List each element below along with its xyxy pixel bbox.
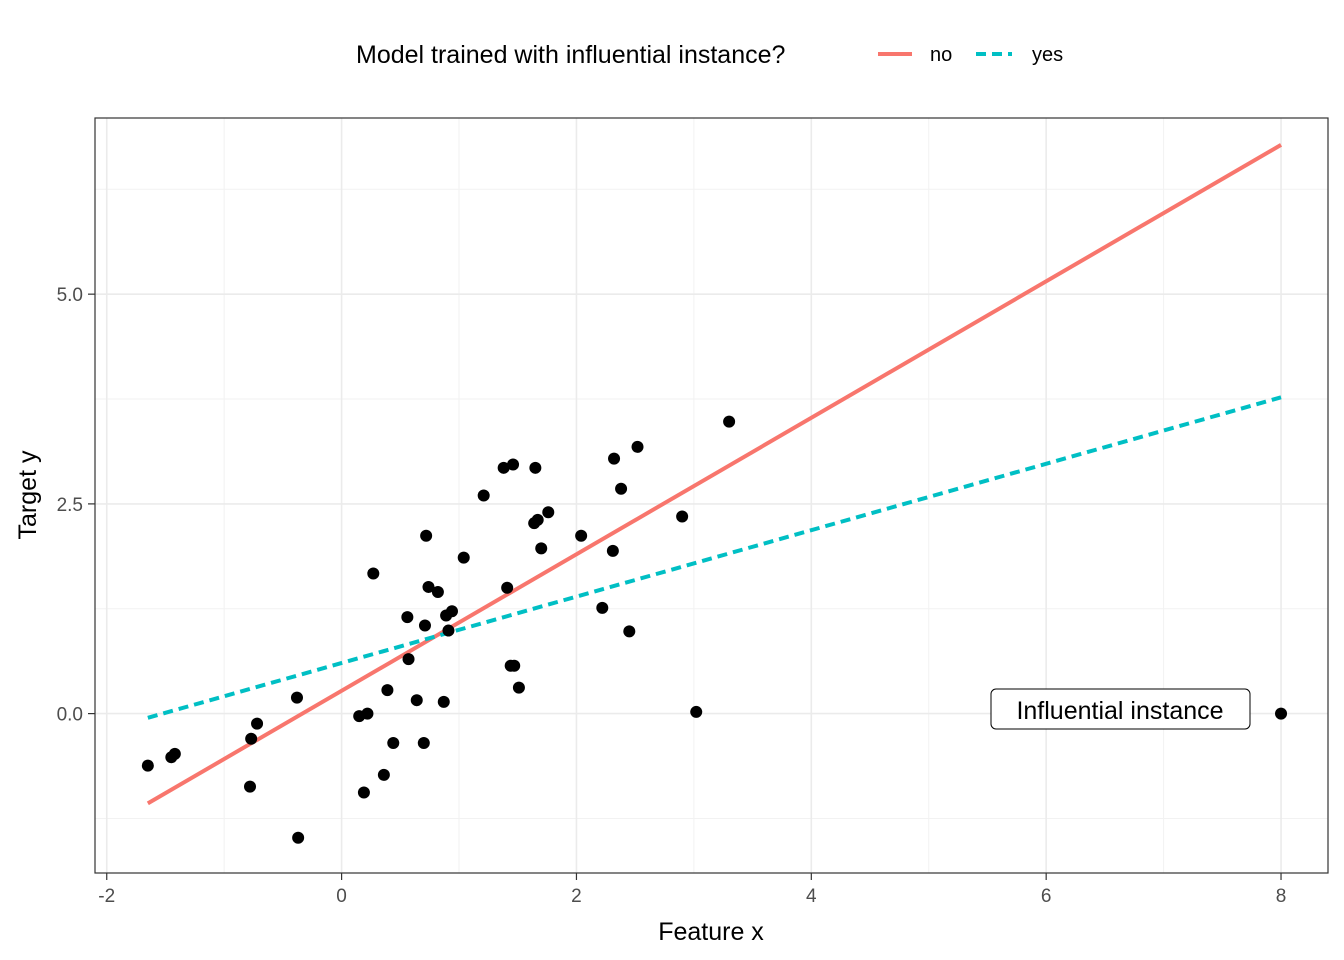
annotation-label: Influential instance <box>1016 697 1223 725</box>
annotation: Influential instance <box>990 688 1251 730</box>
data-point <box>623 625 636 638</box>
data-point <box>420 529 433 542</box>
data-point <box>251 717 264 730</box>
series-line-yes <box>147 395 1282 720</box>
legend-key-yes-label: yes <box>1032 44 1063 66</box>
data-point <box>723 415 736 428</box>
x-tick-label: 6 <box>1041 886 1052 907</box>
y-tick-label: 2.5 <box>57 495 83 516</box>
data-point <box>377 768 390 781</box>
y-tick-label: 0.0 <box>57 705 83 726</box>
data-point <box>402 653 415 666</box>
annotation-box <box>990 688 1251 730</box>
data-point <box>245 732 258 745</box>
data-point <box>1275 707 1288 720</box>
x-axis-title: Feature x <box>658 918 764 946</box>
y-axis: 0.0 2.5 5.0 <box>57 285 95 726</box>
data-point <box>141 759 154 772</box>
data-point <box>497 461 510 474</box>
x-tick-label: 2 <box>571 886 582 907</box>
data-point <box>676 510 689 523</box>
data-point <box>357 786 370 799</box>
data-point <box>457 551 470 564</box>
data-point <box>367 567 380 580</box>
data-point <box>442 624 455 637</box>
x-tick-label: -2 <box>98 886 115 907</box>
data-point <box>168 747 181 760</box>
data-point <box>437 695 450 708</box>
data-points <box>141 415 1288 844</box>
series-line-no <box>146 143 1283 806</box>
data-point <box>529 461 542 474</box>
x-tick-label: 8 <box>1276 886 1287 907</box>
data-point <box>608 452 621 465</box>
data-point <box>542 506 555 519</box>
legend: Model trained with influential instance?… <box>356 41 1063 69</box>
data-point <box>501 581 514 594</box>
y-axis-title: Target y <box>14 450 42 539</box>
data-point <box>244 780 257 793</box>
data-point <box>445 605 458 618</box>
data-point <box>422 580 435 593</box>
legend-title: Model trained with influential instance? <box>356 41 785 69</box>
data-point <box>418 619 431 632</box>
data-point <box>290 691 303 704</box>
regression-lines <box>146 143 1283 806</box>
plot-border <box>94 117 1329 874</box>
data-point <box>381 684 394 697</box>
data-point <box>690 705 703 718</box>
data-point <box>575 529 588 542</box>
grid-minor <box>95 118 1328 873</box>
data-point <box>401 611 414 624</box>
x-axis: -2 0 2 4 6 8 <box>98 873 1286 907</box>
y-tick-label: 5.0 <box>57 285 83 306</box>
data-point <box>477 489 490 502</box>
data-point <box>431 585 444 598</box>
x-tick-label: 4 <box>806 886 817 907</box>
data-point <box>606 544 619 557</box>
data-point <box>596 601 609 614</box>
data-point <box>387 736 400 749</box>
data-point <box>508 659 521 672</box>
data-point <box>417 736 430 749</box>
data-point <box>615 482 628 495</box>
x-tick-label: 0 <box>336 886 347 907</box>
data-point <box>292 831 305 844</box>
data-point <box>512 681 525 694</box>
data-point <box>531 513 544 526</box>
data-point <box>631 440 644 453</box>
data-point <box>507 458 520 471</box>
data-point <box>535 542 548 555</box>
plot-area: Influential instance <box>94 117 1329 874</box>
data-point <box>410 694 423 707</box>
legend-key-no-label: no <box>930 44 952 66</box>
data-point <box>361 707 374 720</box>
